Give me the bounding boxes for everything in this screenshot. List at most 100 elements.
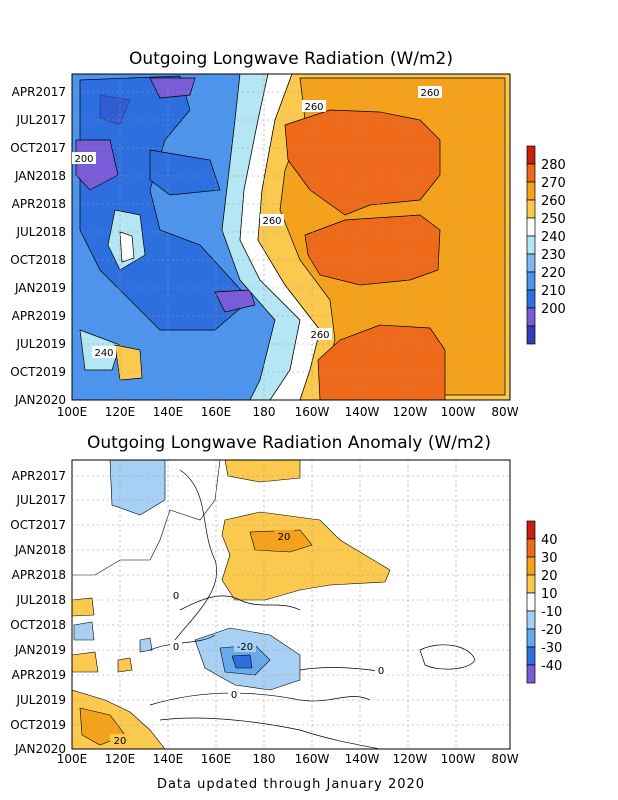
- contour-label: 260: [310, 330, 329, 341]
- contour-label: 0: [231, 690, 237, 701]
- x-tick-label: 80W: [491, 405, 518, 419]
- x-tick-label: 80W: [491, 752, 518, 766]
- y-tick-label: JAN2018: [14, 169, 66, 183]
- bottom-y-axis: APR2017 JUL2017 OCT2017 JAN2018 APR2018 …: [10, 469, 66, 756]
- y-tick-label: APR2019: [12, 309, 66, 323]
- x-tick-label: 120W: [393, 405, 428, 419]
- x-tick-label: 140E: [153, 752, 184, 766]
- x-tick-label: 180: [253, 752, 276, 766]
- colorbar-swatch: [526, 235, 536, 255]
- y-tick-label: JAN2020: [14, 742, 66, 756]
- x-tick-label: 160E: [201, 405, 232, 419]
- colorbar-swatch: [526, 610, 536, 630]
- x-tick-label: 140W: [345, 405, 380, 419]
- colorbar-swatch: [526, 181, 536, 201]
- x-tick-label: 160E: [201, 752, 232, 766]
- bottom-heatmap-field: [72, 460, 510, 749]
- colorbar-swatch: [526, 538, 536, 558]
- y-tick-label: OCT2017: [10, 141, 66, 155]
- y-tick-label: APR2018: [12, 197, 66, 211]
- y-tick-label: APR2019: [12, 668, 66, 682]
- colorbar-label: 210: [541, 284, 566, 299]
- bottom-colorbar: 40 30 20 10 -10 -20 -30 -40: [526, 520, 562, 684]
- bottom-chart-title: Outgoing Longwave Radiation Anomaly (W/m…: [87, 433, 491, 453]
- colorbar-swatch: [526, 664, 536, 684]
- y-tick-label: APR2017: [12, 469, 66, 483]
- top-plot-frame: [71, 73, 511, 401]
- colorbar-swatch: [526, 646, 536, 666]
- colorbar-swatch: [526, 520, 536, 540]
- contour-label: 20: [114, 736, 127, 747]
- top-chart-title: Outgoing Longwave Radiation (W/m2): [129, 49, 453, 69]
- colorbar-swatch: [526, 253, 536, 273]
- colorbar-label: 260: [541, 194, 566, 209]
- contour-label: 0: [173, 591, 179, 602]
- colorbar-swatch: [526, 556, 536, 576]
- bottom-plot-frame: [71, 459, 511, 750]
- y-tick-label: OCT2019: [10, 718, 66, 732]
- colorbar-label: 280: [541, 158, 566, 173]
- colorbar-label: 10: [541, 587, 558, 602]
- top-colorbar: 280 270 260 250 240 230 220 210 200: [526, 145, 566, 345]
- x-tick-label: 160W: [295, 405, 330, 419]
- y-tick-label: JUL2018: [15, 225, 66, 239]
- y-tick-label: OCT2019: [10, 365, 66, 379]
- colorbar-label: 40: [541, 533, 558, 548]
- colorbar-label: -10: [541, 605, 562, 620]
- colorbar-label: 20: [541, 569, 558, 584]
- y-tick-label: JAN2020: [14, 393, 66, 407]
- bottom-contour-labels: 20 0 0 -20 0 0 20: [110, 530, 387, 747]
- top-heatmap-field: [72, 74, 510, 400]
- contour-label: 0: [173, 642, 179, 653]
- colorbar-swatch: [526, 592, 536, 612]
- y-tick-label: OCT2018: [10, 618, 66, 632]
- colorbar-swatch: [526, 307, 536, 327]
- x-tick-label: 100E: [57, 752, 88, 766]
- colorbar-swatch: [526, 574, 536, 594]
- colorbar-swatch: [526, 289, 536, 309]
- y-tick-label: JUL2017: [15, 493, 66, 507]
- footer-note: Data updated through January 2020: [157, 777, 425, 792]
- contour-label: 20: [278, 532, 291, 543]
- colorbar-label: 240: [541, 230, 566, 245]
- contour-label: 260: [304, 102, 323, 113]
- colorbar-label: 220: [541, 266, 566, 281]
- y-tick-label: APR2017: [12, 85, 66, 99]
- colorbar-swatch: [526, 628, 536, 648]
- x-tick-label: 100W: [441, 405, 476, 419]
- contour-label: 260: [262, 216, 281, 227]
- y-tick-label: JAN2019: [14, 281, 66, 295]
- contour-label: 200: [74, 154, 93, 165]
- x-tick-label: 160W: [295, 752, 330, 766]
- x-tick-label: 180: [253, 405, 276, 419]
- colorbar-label: -20: [541, 623, 562, 638]
- contour-label: 240: [94, 348, 113, 359]
- x-tick-label: 120E: [105, 405, 136, 419]
- colorbar-swatch: [526, 325, 536, 345]
- colorbar-label: -40: [541, 659, 562, 674]
- bottom-x-axis: 100E 120E 140E 160E 180 160W 140W 120W 1…: [57, 752, 519, 766]
- contour-label: 0: [378, 666, 384, 677]
- contour-label: -20: [237, 642, 253, 653]
- x-tick-label: 140E: [153, 405, 184, 419]
- colorbar-swatch: [526, 271, 536, 291]
- y-tick-label: APR2018: [12, 568, 66, 582]
- colorbar-label: 270: [541, 176, 566, 191]
- x-tick-label: 100E: [57, 405, 88, 419]
- colorbar-swatch: [526, 145, 536, 165]
- colorbar-swatch: [526, 163, 536, 183]
- colorbar-swatch: [526, 217, 536, 237]
- contour-label: 260: [420, 88, 439, 99]
- top-x-axis: 100E 120E 140E 160E 180 160W 140W 120W 1…: [57, 405, 519, 419]
- x-tick-label: 100W: [441, 752, 476, 766]
- colorbar-swatch: [526, 199, 536, 219]
- colorbar-label: 30: [541, 551, 558, 566]
- y-tick-label: JAN2019: [14, 643, 66, 657]
- x-tick-label: 140W: [345, 752, 380, 766]
- colorbar-label: 200: [541, 302, 566, 317]
- y-tick-label: JUL2019: [15, 337, 66, 351]
- colorbar-label: 230: [541, 248, 566, 263]
- y-tick-label: JUL2019: [15, 693, 66, 707]
- y-tick-label: JUL2017: [15, 113, 66, 127]
